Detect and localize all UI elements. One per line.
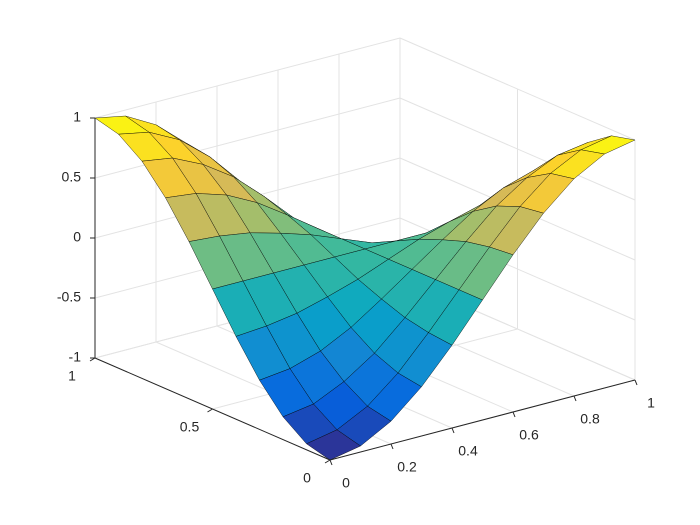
- x-tick: [512, 411, 516, 418]
- grid-line: [94, 37, 401, 119]
- y-tick-label: 0: [303, 470, 311, 486]
- grid-line: [399, 37, 636, 141]
- x-tick: [573, 395, 577, 402]
- x-axis: [329, 379, 636, 461]
- x-tick-label: 1: [647, 395, 655, 411]
- x-tick-label: 0.4: [458, 443, 478, 459]
- x-tick-label: 0: [342, 475, 350, 491]
- x-tick-label: 0.2: [397, 459, 417, 475]
- x-tick: [451, 427, 455, 434]
- x-tick: [329, 459, 333, 466]
- z-tick-label: -0.5: [57, 289, 81, 305]
- z-tick-label: 1: [73, 109, 81, 125]
- x-tick-label: 0.6: [519, 427, 539, 443]
- x-tick-label: 0.8: [580, 411, 600, 427]
- surface-patch: [305, 429, 362, 461]
- y-tick-label: 1: [68, 368, 76, 384]
- x-tick: [634, 379, 638, 386]
- z-tick-label: 0: [73, 229, 81, 245]
- y-tick: [207, 408, 213, 413]
- z-tick-label: -1: [69, 349, 82, 365]
- grid-line: [399, 97, 636, 201]
- z-tick-label: 0.5: [62, 169, 82, 185]
- y-tick: [324, 459, 331, 464]
- x-tick: [390, 443, 394, 450]
- y-tick-label: 0.5: [180, 419, 200, 435]
